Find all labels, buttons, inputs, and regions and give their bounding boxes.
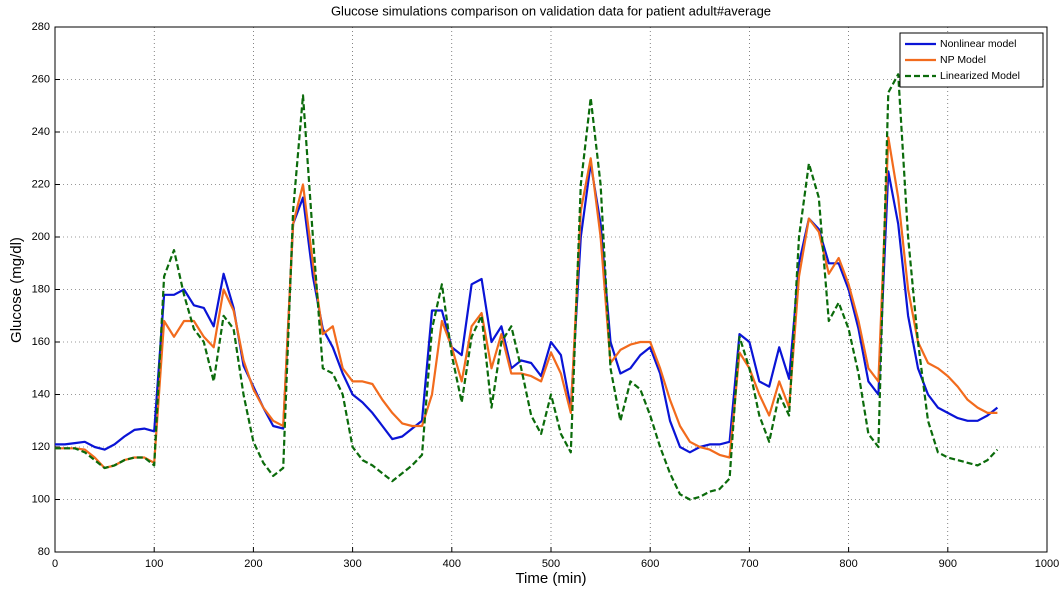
- x-tick-label: 400: [443, 558, 461, 570]
- y-tick-label: 280: [32, 21, 50, 33]
- x-tick-label: 200: [244, 558, 262, 570]
- y-axis-label: Glucose (mg/dl): [8, 237, 25, 343]
- y-tick-label: 100: [32, 493, 50, 505]
- legend-label: NP Model: [940, 54, 986, 66]
- x-tick-label: 300: [343, 558, 361, 570]
- plot-frame: [54, 26, 1048, 553]
- y-tick-label: 220: [32, 178, 50, 190]
- y-tick-label: 140: [32, 388, 50, 400]
- x-tick-label: 500: [542, 558, 560, 570]
- x-tick-label: 100: [145, 558, 163, 570]
- x-tick-label: 1000: [1035, 558, 1059, 570]
- x-tick-label: 900: [939, 558, 957, 570]
- chart-title: Glucose simulations comparison on valida…: [331, 3, 771, 18]
- legend-label: Linearized Model: [940, 70, 1020, 82]
- y-tick-label: 80: [38, 546, 50, 558]
- x-axis-label: Time (min): [515, 570, 586, 587]
- x-tick-label: 700: [740, 558, 758, 570]
- y-tick-label: 200: [32, 231, 50, 243]
- x-tick-label: 800: [839, 558, 857, 570]
- y-tick-label: 120: [32, 441, 50, 453]
- legend-label: Nonlinear model: [940, 38, 1016, 50]
- y-tick-label: 260: [32, 73, 50, 85]
- y-tick-label: 240: [32, 126, 50, 138]
- y-tick-label: 160: [32, 336, 50, 348]
- data-line: [55, 136, 998, 470]
- x-tick-label: 0: [52, 558, 58, 570]
- data-line: [55, 162, 999, 454]
- x-tick-label: 600: [641, 558, 659, 570]
- data-line: [55, 73, 999, 501]
- y-tick-label: 180: [32, 283, 50, 295]
